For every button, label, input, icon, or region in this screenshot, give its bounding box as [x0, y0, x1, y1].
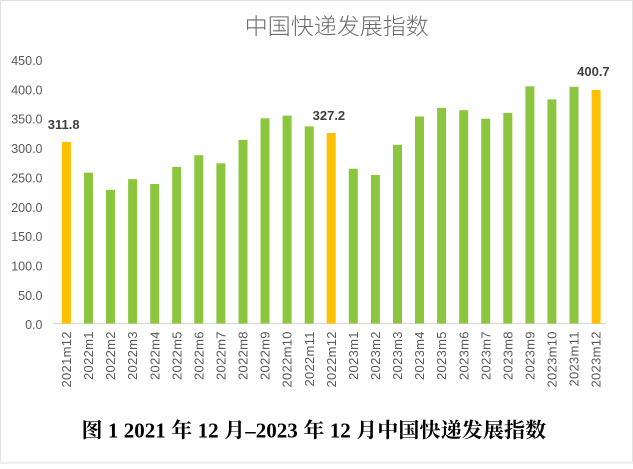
svg-text:250.0: 250.0 — [11, 171, 42, 185]
svg-text:2023m9: 2023m9 — [523, 331, 538, 380]
svg-text:300.0: 300.0 — [11, 142, 42, 156]
svg-text:2023m2: 2023m2 — [368, 331, 383, 380]
svg-text:2022m8: 2022m8 — [236, 331, 251, 380]
svg-text:2022m12: 2022m12 — [324, 331, 339, 387]
svg-text:311.8: 311.8 — [48, 117, 80, 132]
svg-text:2023m11: 2023m11 — [567, 331, 582, 386]
svg-text:2022m11: 2022m11 — [302, 331, 317, 386]
svg-text:2023m12: 2023m12 — [589, 331, 604, 387]
svg-text:0.0: 0.0 — [25, 318, 42, 332]
svg-text:100.0: 100.0 — [11, 260, 42, 274]
svg-text:200.0: 200.0 — [11, 201, 42, 215]
svg-text:1: 1 — [108, 418, 119, 442]
svg-text:2022m7: 2022m7 — [214, 331, 229, 380]
svg-text:2023m4: 2023m4 — [412, 331, 427, 380]
svg-text:2023m1: 2023m1 — [346, 331, 361, 380]
svg-text:2023m10: 2023m10 — [545, 331, 560, 387]
svg-text:2022m6: 2022m6 — [191, 331, 206, 380]
svg-text:2022m4: 2022m4 — [147, 331, 162, 380]
svg-text:2022m5: 2022m5 — [169, 331, 184, 380]
svg-text:327.2: 327.2 — [313, 108, 346, 123]
svg-text:2022m10: 2022m10 — [280, 331, 295, 387]
svg-text:2021: 2021 — [124, 418, 166, 442]
svg-text:2023m3: 2023m3 — [390, 331, 405, 380]
svg-text:12: 12 — [198, 418, 219, 442]
svg-text:2023m7: 2023m7 — [478, 331, 493, 380]
svg-text:400.0: 400.0 — [11, 83, 42, 97]
svg-text:–: – — [244, 418, 256, 442]
svg-text:2022m3: 2022m3 — [125, 331, 140, 380]
svg-text:2023m5: 2023m5 — [434, 331, 449, 380]
svg-text:150.0: 150.0 — [11, 230, 42, 244]
svg-text:2021m12: 2021m12 — [59, 331, 74, 387]
svg-text:2022m1: 2022m1 — [81, 331, 96, 380]
svg-text:400.7: 400.7 — [577, 64, 610, 79]
svg-text:2023: 2023 — [256, 418, 298, 442]
svg-text:2023m6: 2023m6 — [456, 331, 471, 380]
svg-text:350.0: 350.0 — [11, 113, 42, 127]
svg-text:12: 12 — [330, 418, 351, 442]
svg-text:2022m2: 2022m2 — [103, 331, 118, 380]
svg-text:2022m9: 2022m9 — [258, 331, 273, 380]
svg-text:450.0: 450.0 — [11, 54, 42, 68]
svg-text:50.0: 50.0 — [18, 289, 42, 303]
svg-text:2023m8: 2023m8 — [500, 331, 515, 380]
